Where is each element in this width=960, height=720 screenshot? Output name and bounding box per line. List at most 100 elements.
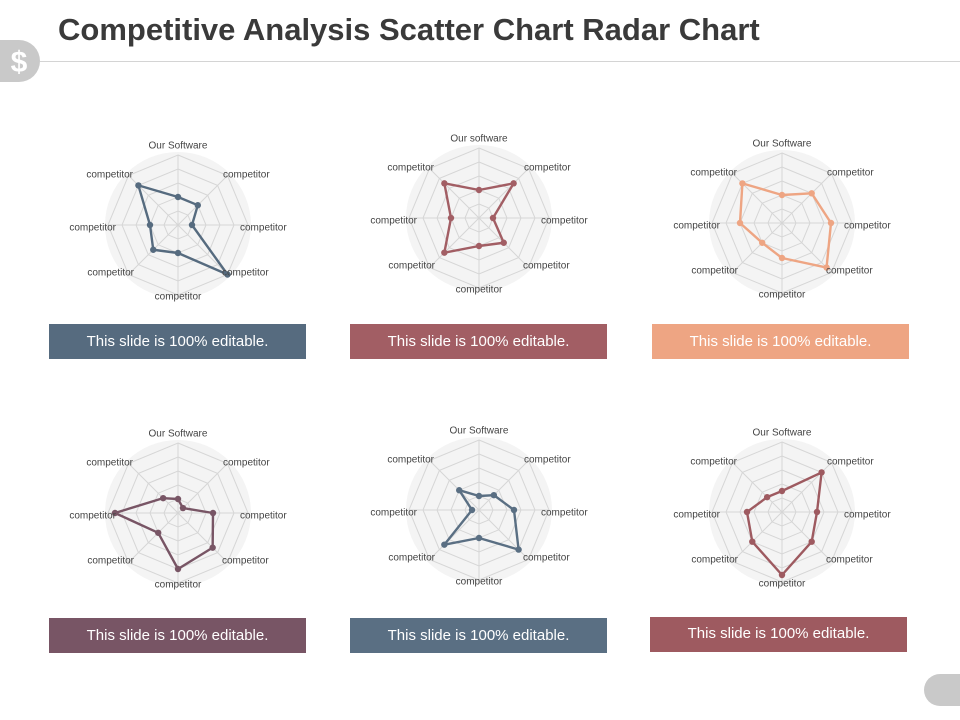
radar-data-point	[749, 538, 756, 545]
radar-data-point	[441, 249, 448, 256]
radar-data-point	[510, 506, 518, 514]
radar-data-point	[515, 546, 522, 553]
radar-spoke	[732, 222, 783, 273]
title-divider	[40, 61, 960, 62]
radar-axis-label: Our Software	[149, 141, 208, 152]
radar-data-point	[441, 541, 448, 548]
radar-chart-1: Our Software competitor competitor competit…	[69, 141, 287, 303]
radar-data-point	[174, 249, 182, 257]
radar-spoke	[128, 512, 179, 563]
caption-bar-2: This slide is 100% editable.	[350, 324, 607, 359]
radar-chart-6: Our Software competitor competitor competit…	[673, 428, 891, 590]
radar-data-point	[475, 534, 483, 542]
radar-axis-label: competitor	[523, 553, 570, 564]
radar-axis-label: Our Software	[450, 426, 509, 437]
caption-bar-6: This slide is 100% editable.	[650, 617, 907, 652]
radar-data-point	[490, 491, 498, 499]
radar-data-point	[146, 221, 154, 229]
radar-axis-label: Our Software	[149, 429, 208, 440]
radar-axis-label: Our software	[450, 134, 508, 145]
radar-data-point	[739, 180, 746, 187]
radar-axis-label: competitor	[69, 511, 116, 522]
caption-bar-4: This slide is 100% editable.	[49, 618, 306, 653]
radar-data-point	[468, 506, 476, 514]
radar-spoke	[429, 168, 480, 219]
radar-axis-label: competitor	[691, 266, 738, 277]
radar-axis-label: competitor	[759, 290, 806, 301]
radar-data-point	[510, 180, 517, 187]
radar-data-point	[194, 202, 201, 209]
corner-pill	[924, 674, 960, 706]
radar-data-point	[818, 469, 825, 476]
radar-axis-label: competitor	[387, 455, 434, 466]
radar-data-point	[489, 214, 497, 222]
radar-axis-label: competitor	[370, 508, 417, 519]
radar-data-point	[155, 529, 162, 536]
radar-axis-label: competitor	[826, 266, 873, 277]
radar-axis-label: competitor	[155, 292, 202, 303]
radar-spoke	[478, 168, 529, 219]
radar-axis-label: competitor	[388, 553, 435, 564]
radar-axis-label: competitor	[844, 510, 891, 521]
radar-spoke	[177, 512, 228, 563]
radar-data-point	[475, 492, 483, 500]
radar-spoke	[732, 511, 783, 562]
radar-spoke	[732, 462, 783, 513]
radar-axis-label: competitor	[155, 580, 202, 591]
radar-data-point	[209, 509, 217, 517]
radar-axis-label: competitor	[524, 455, 571, 466]
radar-spoke	[177, 224, 228, 275]
radar-data-point	[827, 219, 835, 227]
radar-axis-label: competitor	[691, 555, 738, 566]
radar-axis-label: competitor	[388, 261, 435, 272]
radar-data-point	[209, 544, 216, 551]
radar-data-point	[778, 254, 786, 262]
radar-axis-label: competitor	[87, 268, 134, 279]
radar-data-point	[111, 509, 119, 517]
radar-axis-label: competitor	[759, 579, 806, 590]
radar-spoke	[177, 463, 228, 514]
radar-spoke	[781, 222, 832, 273]
radar-axis-label: competitor	[87, 556, 134, 567]
radar-axis-label: competitor	[523, 261, 570, 272]
corner-tab	[0, 40, 40, 82]
radar-spoke	[781, 173, 832, 224]
radar-data-point	[736, 219, 744, 227]
radar-chart-4: Our Software competitor competitor competit…	[69, 429, 287, 591]
radar-axis-label: competitor	[827, 457, 874, 468]
radar-data-point	[778, 191, 786, 199]
radar-axis-label: competitor	[541, 216, 588, 227]
radar-axis-label: competitor	[370, 216, 417, 227]
slide-title: Competitive Analysis Scatter Chart Radar…	[58, 12, 760, 47]
radar-axis-label: competitor	[456, 577, 503, 588]
radar-axis-label: competitor	[86, 170, 133, 181]
radar-data-point	[174, 565, 182, 573]
radar-axis-label: competitor	[240, 511, 287, 522]
radar-data-point	[778, 571, 786, 579]
radar-chart-2: Our software competitor competitor competit…	[370, 134, 588, 296]
radar-data-point	[135, 182, 142, 189]
dollar-sign-icon: $	[11, 46, 28, 78]
radar-spoke	[177, 175, 228, 226]
radar-axis-label: competitor	[456, 285, 503, 296]
radar-data-point	[808, 190, 815, 197]
radar-data-point	[778, 487, 786, 495]
radar-data-point	[475, 242, 483, 250]
radar-data-point	[188, 221, 196, 229]
radar-axis-label: competitor	[223, 458, 270, 469]
radar-data-point	[475, 186, 483, 194]
radar-chart-3: Our Software competitor competitor competit…	[673, 139, 891, 301]
radar-data-point	[456, 487, 463, 494]
radar-data-point	[150, 246, 157, 253]
radar-data-point	[441, 180, 448, 187]
radar-spoke	[128, 463, 179, 514]
radar-axis-label: competitor	[844, 221, 891, 232]
radar-axis-label: competitor	[827, 168, 874, 179]
caption-bar-1: This slide is 100% editable.	[49, 324, 306, 359]
radar-data-point	[224, 271, 231, 278]
radar-data-point	[743, 508, 751, 516]
radar-axis-label: competitor	[222, 556, 269, 567]
radar-axis-label: competitor	[240, 223, 287, 234]
radar-axis-label: competitor	[541, 508, 588, 519]
radar-axis-label: competitor	[673, 221, 720, 232]
